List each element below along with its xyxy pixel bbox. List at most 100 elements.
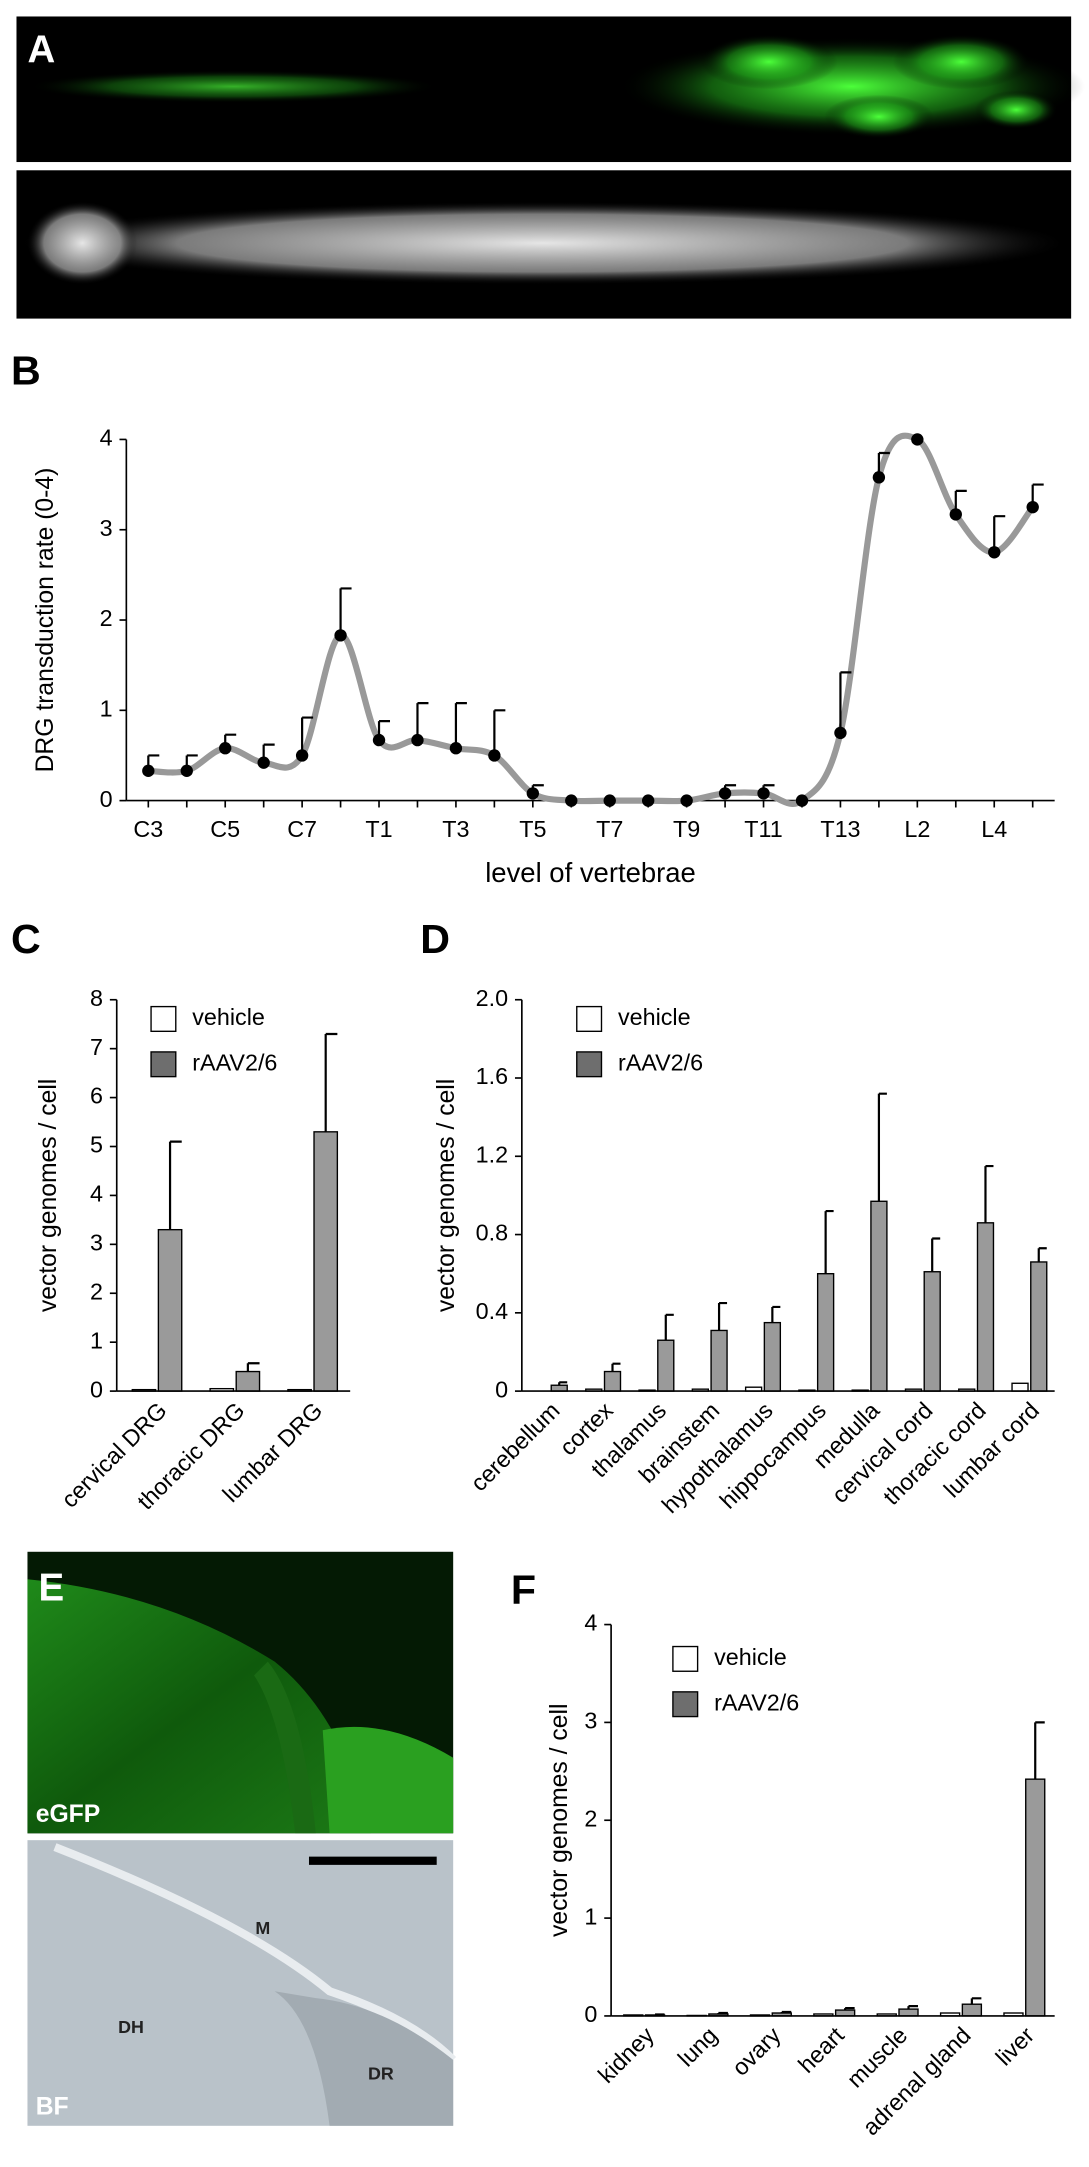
legend-label: rAAV2/6 [714, 1689, 799, 1715]
y-tick-label: 1 [584, 1903, 597, 1929]
x-axis-label: level of vertebrae [485, 857, 696, 888]
image-egfp-cord [16, 16, 1085, 163]
data-point [142, 764, 155, 777]
image-label: DH [118, 2017, 144, 2037]
panel-label: B [11, 347, 41, 393]
legend-label: rAAV2/6 [192, 1049, 277, 1075]
y-tick-label: 1 [90, 1327, 103, 1353]
bar [313, 1131, 339, 1392]
y-tick-label: 6 [90, 1083, 103, 1109]
error-bar [771, 1305, 781, 1323]
x-tick-label: C5 [210, 816, 240, 842]
data-point [872, 471, 886, 484]
y-tick-label: 4 [90, 1181, 103, 1207]
y-tick-label: 3 [100, 515, 113, 541]
x-tick-label: T7 [596, 816, 623, 842]
data-point [949, 508, 962, 521]
bar [157, 1228, 183, 1392]
y-tick-label: 4 [584, 1610, 597, 1636]
legend-swatch [672, 1645, 699, 1672]
y-tick-label: 3 [90, 1230, 103, 1256]
error-bar [984, 1164, 994, 1223]
data-point [449, 742, 463, 755]
bar [1030, 1261, 1048, 1392]
y-tick-label: 7 [90, 1034, 103, 1060]
error-bar [970, 1997, 982, 2005]
error-bar [168, 1140, 182, 1230]
bar [710, 1329, 728, 1392]
x-tick-label: cerebellum [466, 1397, 565, 1496]
error-bar [558, 1381, 568, 1386]
x-tick-label: C7 [287, 816, 317, 842]
x-tick-label: ovary [727, 2022, 786, 2081]
y-axis-label: vector genomes / cell [35, 1079, 62, 1312]
legend-swatch [576, 1005, 603, 1033]
image-label: M [255, 1918, 270, 1938]
y-tick-label: 1 [100, 695, 113, 721]
x-tick-label: heart [793, 2022, 849, 2078]
bar [763, 1321, 782, 1392]
data-point [988, 546, 1001, 559]
y-tick-label: 0.8 [476, 1220, 508, 1246]
panel-label: E [38, 1566, 64, 1609]
error-bar [454, 701, 467, 749]
data-point [526, 787, 540, 800]
error-bar [824, 1209, 834, 1274]
bar [923, 1271, 941, 1392]
bar [1011, 1382, 1029, 1392]
data-point [180, 764, 193, 777]
x-tick-label: T1 [365, 816, 392, 842]
data-point [795, 794, 809, 807]
y-tick-label: 0 [584, 2001, 597, 2027]
error-bar [246, 1362, 260, 1372]
bar [870, 1200, 888, 1392]
error-bar [324, 1032, 338, 1132]
x-tick-label: T11 [744, 816, 782, 842]
y-tick-label: 2 [584, 1805, 597, 1831]
y-tick-label: 8 [90, 985, 103, 1011]
image-label: DR [368, 2064, 394, 2084]
bar [1025, 1778, 1046, 2017]
image-brightfield-cord [16, 170, 1072, 319]
legend-swatch [576, 1051, 603, 1078]
data-point [565, 794, 578, 807]
panel-label: C [11, 916, 41, 962]
panel-label: D [420, 916, 450, 962]
error-bar [877, 1092, 887, 1202]
x-tick-label: T3 [442, 816, 469, 842]
x-tick-label: L4 [981, 816, 1007, 842]
x-tick-label: lung [673, 2022, 723, 2072]
x-tick-label: kidney [593, 2022, 659, 2088]
y-tick-label: 3 [584, 1708, 597, 1734]
error-bar [931, 1237, 941, 1272]
y-tick-label: 5 [90, 1132, 103, 1158]
image-brightfield-section [27, 1840, 457, 2126]
y-tick-label: 1.6 [476, 1063, 508, 1089]
panel-label: A [27, 28, 55, 71]
y-tick-label: 0.4 [476, 1298, 508, 1324]
error-bar [493, 709, 506, 756]
x-tick-label: T13 [820, 816, 860, 842]
legend-label: rAAV2/6 [618, 1049, 703, 1075]
y-tick-label: 4 [100, 425, 113, 451]
error-bar [1034, 1721, 1045, 1780]
error-bar [780, 2010, 792, 2014]
data-point [1026, 500, 1039, 514]
bar [898, 2008, 919, 2017]
x-tick-label: T5 [519, 816, 546, 842]
error-bar [1037, 1247, 1047, 1262]
error-bar [664, 1313, 674, 1341]
bar [603, 1370, 622, 1392]
data-point [411, 733, 424, 747]
error-bar [844, 2007, 855, 2011]
bar [235, 1370, 261, 1392]
data-point [834, 726, 847, 740]
image-egfp-section [27, 1551, 454, 1834]
y-axis-label: DRG transduction rate (0-4) [32, 468, 59, 773]
y-tick-label: 2 [100, 605, 113, 631]
bar [834, 2009, 856, 2017]
error-bar [717, 1301, 728, 1331]
error-bar [839, 671, 852, 733]
data-point [295, 749, 309, 762]
